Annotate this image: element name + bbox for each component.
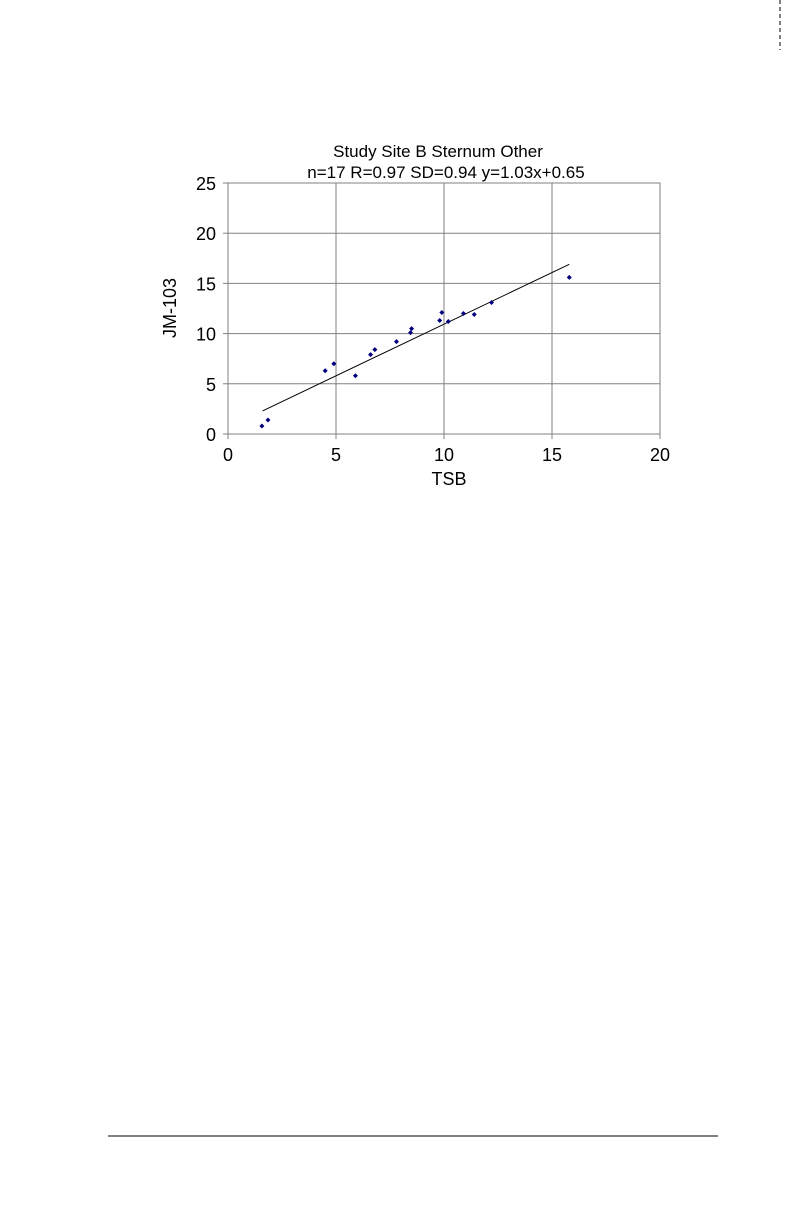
data-point [259,423,265,429]
y-tick-label: 20 [196,224,216,244]
data-point [566,274,572,280]
data-point [331,361,337,367]
y-tick-label: 15 [196,274,216,294]
x-tick-label: 15 [542,445,562,465]
data-point [368,352,374,358]
x-tick-label: 5 [331,445,341,465]
data-point [439,310,445,316]
trendline [262,263,570,412]
data-point [265,417,271,423]
plot-frame [227,182,661,435]
data-point [437,318,443,324]
x-axis-label: TSB [431,469,466,489]
y-tick-label: 5 [206,375,216,395]
y-axis-label: JM-103 [160,278,180,338]
chart-subtitle: n=17 R=0.97 SD=0.94 y=1.03x+0.65 [307,163,584,182]
data-point [393,339,399,345]
data-point [372,347,378,353]
y-tick-label: 0 [206,425,216,445]
y-tick-label: 25 [196,174,216,194]
data-point [445,319,451,325]
y-tick-label: 10 [196,325,216,345]
data-point [352,373,358,379]
data-point [408,330,414,336]
x-tick-label: 20 [650,445,670,465]
data-point [409,326,415,332]
data-point [489,299,495,305]
data-point [471,312,477,318]
x-tick-label: 10 [434,445,454,465]
chart-title: Study Site B Sternum Other [333,142,543,161]
data-point [460,311,466,317]
data-point [322,368,328,374]
x-tick-label: 0 [223,445,233,465]
